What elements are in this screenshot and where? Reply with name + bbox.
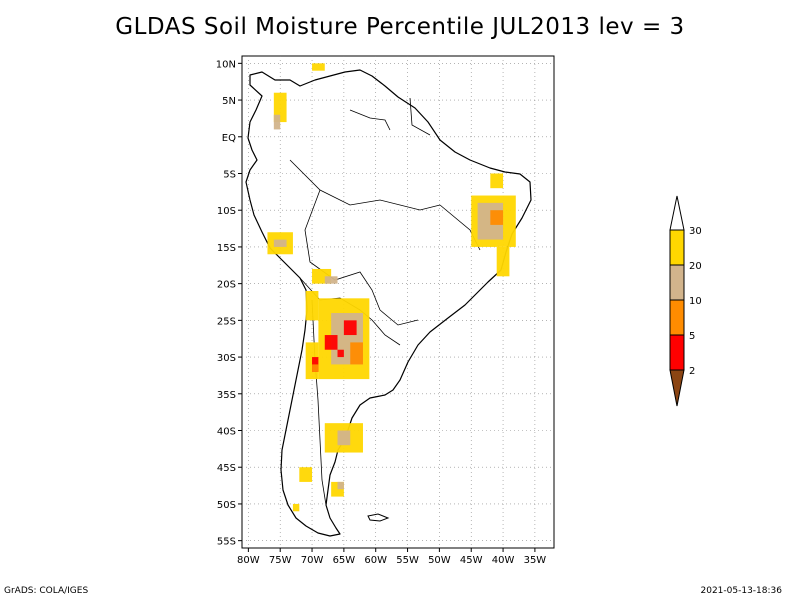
lon-label: 60W xyxy=(364,555,387,566)
latitude-labels: 10N 5N EQ 5S 10S 15S 20S 25S 30S 35S 40S 45S 50S 55S xyxy=(216,59,236,547)
percentile-cell xyxy=(350,342,363,365)
lon-label: 75W xyxy=(269,555,292,566)
colorbar-segment xyxy=(669,264,685,301)
lat-label: 10N xyxy=(216,59,236,70)
longitude-labels: 80W 75W 70W 65W 60W 55W 50W 45W 40W 35W xyxy=(237,555,546,566)
percentile-cell xyxy=(299,467,313,482)
colorbar-label: 20 xyxy=(689,261,702,272)
lat-label: EQ xyxy=(222,133,236,144)
lat-label: 35S xyxy=(217,390,236,401)
lon-label: 65W xyxy=(333,555,356,566)
colorbar-label: 30 xyxy=(689,226,702,237)
percentile-cell xyxy=(324,276,338,284)
chart-title: GLDAS Soil Moisture Percentile JUL2013 l… xyxy=(115,14,685,40)
lon-label: 40W xyxy=(492,555,515,566)
percentile-cell xyxy=(496,246,510,277)
colorbar-label: 10 xyxy=(689,296,702,307)
lat-label: 30S xyxy=(217,353,236,364)
colorbar-label: 2 xyxy=(689,366,695,377)
percentile-cell xyxy=(490,210,504,225)
lat-label: 25S xyxy=(217,316,236,327)
lon-label: 35W xyxy=(524,555,547,566)
percentile-cell xyxy=(312,63,325,71)
percentile-cell xyxy=(292,503,300,512)
percentile-cell xyxy=(490,173,504,189)
percentile-cell xyxy=(312,364,319,372)
percentile-cells xyxy=(267,63,516,512)
lat-label: 50S xyxy=(217,500,236,511)
percentile-cell xyxy=(324,335,338,350)
colorbar: 30 20 10 5 2 xyxy=(669,195,702,407)
map-frame xyxy=(241,55,555,549)
colorbar-segment xyxy=(669,229,685,266)
colorbar-label: 5 xyxy=(689,331,695,342)
lat-label: 20S xyxy=(217,280,236,291)
lon-label: 45W xyxy=(460,555,483,566)
lon-label: 55W xyxy=(396,555,419,566)
falkland-islands xyxy=(367,513,390,522)
percentile-cell xyxy=(337,481,344,490)
lat-label: 15S xyxy=(217,243,236,254)
lon-label: 50W xyxy=(428,555,451,566)
footer-credit: GrADS: COLA/IGES xyxy=(4,586,89,596)
coastline xyxy=(245,69,532,537)
lat-label: 55S xyxy=(217,537,236,548)
lat-label: 45S xyxy=(217,463,236,474)
colorbar-top-arrow xyxy=(669,195,685,231)
percentile-cell xyxy=(273,114,281,130)
percentile-cell xyxy=(337,430,351,446)
lon-label: 70W xyxy=(301,555,324,566)
percentile-cell xyxy=(305,290,319,321)
lat-label: 5N xyxy=(222,96,236,107)
lat-label: 40S xyxy=(217,427,236,438)
map-grid xyxy=(238,56,554,552)
lon-label: 80W xyxy=(237,555,260,566)
footer-timestamp: 2021-05-13-18:36 xyxy=(700,586,783,596)
lat-label: 5S xyxy=(223,169,236,180)
lat-label: 10S xyxy=(217,206,236,217)
colorbar-segment xyxy=(669,334,685,371)
colorbar-bottom-arrow xyxy=(669,369,685,407)
percentile-cell xyxy=(337,349,344,358)
percentile-cell xyxy=(343,320,357,336)
colorbar-segment xyxy=(669,299,685,336)
percentile-cell xyxy=(273,239,287,247)
